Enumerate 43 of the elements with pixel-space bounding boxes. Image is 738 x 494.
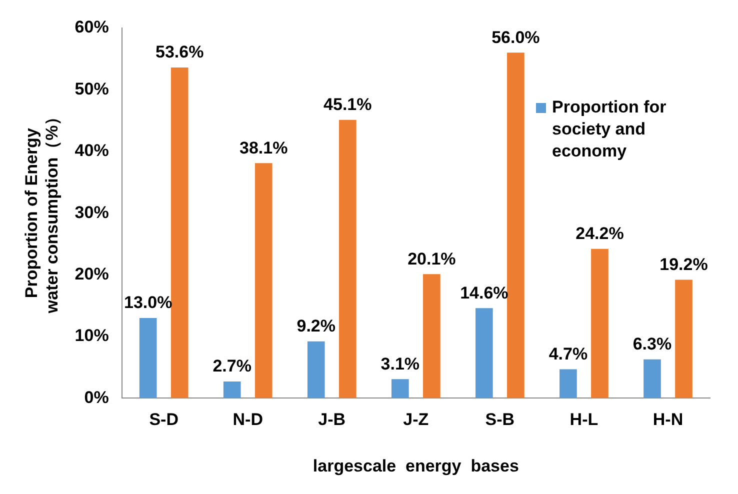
x-tick-label: H-L	[570, 410, 598, 430]
data-label: 4.7%	[548, 344, 588, 364]
bar	[507, 52, 524, 398]
y-axis-title: Proportion of Energy water consumption（%）	[22, 108, 62, 318]
x-tick-label: S-D	[149, 410, 178, 430]
bar	[591, 248, 608, 398]
y-tick-label: 50%	[74, 79, 109, 98]
x-axis-title: largescale energy bases	[312, 456, 519, 476]
x-tick-label: H-N	[652, 410, 684, 430]
bar	[675, 280, 692, 398]
bar	[644, 359, 661, 398]
data-label: 6.3%	[632, 334, 672, 354]
y-tick-label: 10%	[74, 326, 109, 346]
bar	[476, 308, 493, 398]
bar	[338, 120, 356, 398]
bar	[307, 341, 325, 398]
y-tick-label: 60%	[74, 18, 109, 37]
y-tick-label: 40%	[74, 141, 109, 160]
data-label: 9.2%	[296, 316, 336, 336]
bar	[254, 163, 272, 398]
x-tick-label: J-B	[318, 410, 346, 430]
bar	[391, 379, 409, 398]
y-tick-label: 0%	[84, 388, 109, 407]
data-label: 3.1%	[380, 354, 420, 374]
bar	[423, 274, 440, 398]
legend-label: Proportion for society and economy	[552, 98, 667, 161]
bar	[223, 382, 241, 398]
bar	[139, 318, 157, 398]
data-label: 19.2%	[660, 254, 708, 274]
x-tick-label: S-B	[485, 410, 515, 430]
data-label: 53.6%	[155, 42, 204, 62]
data-label: 2.7%	[212, 356, 252, 376]
bar	[170, 67, 188, 398]
x-tick-label: J-Z	[403, 410, 429, 430]
bar	[560, 369, 577, 398]
data-label: 56.0%	[492, 28, 540, 47]
data-label: 38.1%	[240, 138, 288, 158]
data-label: 45.1%	[324, 95, 372, 114]
y-tick-label: 30%	[74, 202, 109, 222]
data-label: 24.2%	[576, 224, 624, 244]
y-tick-label: 20%	[74, 264, 109, 284]
x-tick-label: N-D	[232, 410, 263, 430]
data-label: 20.1%	[408, 249, 456, 268]
